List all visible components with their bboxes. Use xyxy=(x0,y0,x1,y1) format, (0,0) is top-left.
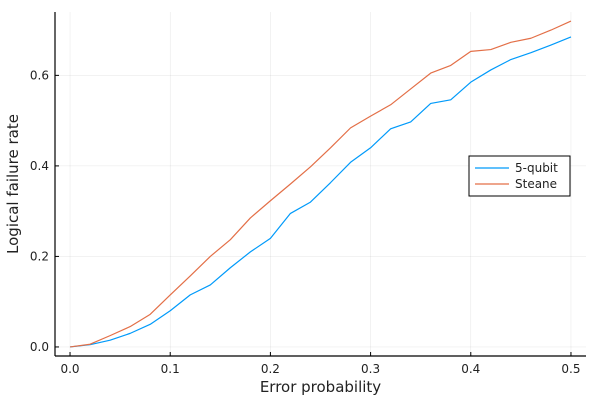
legend-label: 5-qubit xyxy=(515,161,558,175)
series-line-5-qubit xyxy=(69,36,572,348)
x-tick-label: 0.0 xyxy=(60,362,79,376)
legend-label: Steane xyxy=(515,177,557,191)
x-axis-label: Error probability xyxy=(260,378,381,396)
x-tick-label: 0.5 xyxy=(561,362,580,376)
legend: 5-qubit Steane xyxy=(468,155,571,197)
y-tick-label: 0.0 xyxy=(30,340,49,354)
x-tick-label: 0.2 xyxy=(261,362,280,376)
series-lines xyxy=(69,20,572,348)
x-tick-label: 0.1 xyxy=(161,362,180,376)
y-tick-label: 0.6 xyxy=(30,68,49,82)
series-line-steane xyxy=(69,20,572,348)
x-tick-label: 0.4 xyxy=(461,362,480,376)
tick-labels: 0.0 0.1 0.2 0.3 0.4 0.5 0.0 0.2 0.4 0.6 xyxy=(30,68,581,376)
x-tick-label: 0.3 xyxy=(361,362,380,376)
y-axis-label: Logical failure rate xyxy=(4,114,22,254)
y-tick-label: 0.2 xyxy=(30,249,49,263)
axes xyxy=(54,12,586,357)
y-tick-label: 0.4 xyxy=(30,159,49,173)
legend-box xyxy=(468,155,571,197)
